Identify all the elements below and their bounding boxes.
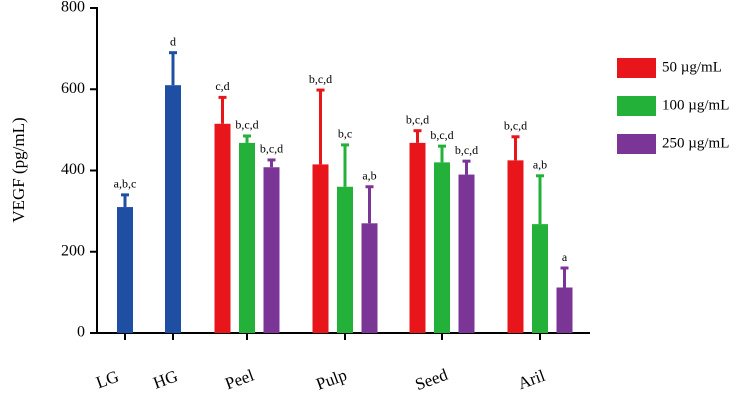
annotation: a,b,c: [114, 177, 137, 191]
bar: [214, 123, 231, 333]
y-tick-label: 600: [61, 80, 85, 97]
x-tick-label: Peel: [222, 365, 256, 393]
annotation: a: [562, 250, 568, 264]
y-axis-label: VEGF (pg/mL): [9, 117, 28, 222]
legend-label: 50 µg/mL: [662, 59, 722, 75]
y-tick-label: 400: [61, 161, 85, 178]
annotation: b,c,d: [455, 143, 478, 157]
legend-swatch: [617, 96, 656, 116]
bar: [239, 142, 255, 333]
annotation: b,c,d: [309, 72, 332, 86]
annotation: d: [170, 34, 176, 48]
bar: [312, 164, 329, 333]
x-tick-label: Seed: [413, 365, 451, 394]
annotation: b,c,d: [430, 128, 453, 142]
y-tick-label: 800: [61, 0, 85, 16]
bar: [556, 287, 573, 333]
bar: [117, 207, 133, 333]
y-tick-label: 0: [77, 324, 85, 341]
legend-swatch: [617, 134, 656, 154]
legend-label: 250 µg/mL: [662, 135, 729, 151]
legend-swatch: [617, 58, 656, 78]
bar: [532, 224, 548, 333]
annotation: b,c,d: [406, 112, 429, 126]
bar: [165, 85, 181, 333]
x-tick-label: HG: [151, 366, 181, 392]
bar: [337, 186, 353, 333]
annotation: c,d: [215, 79, 229, 93]
bar: [409, 142, 426, 333]
annotation: b,c,d: [260, 142, 283, 156]
bar: [458, 174, 475, 333]
bar: [507, 160, 524, 333]
annotation: b,c,d: [235, 118, 258, 132]
x-tick-label: Aril: [515, 366, 547, 393]
bar: [263, 167, 280, 333]
bar: [361, 223, 378, 333]
annotation: b,c,d: [504, 119, 527, 133]
annotation: a,b: [533, 158, 547, 172]
bar: [434, 162, 450, 333]
legend-label: 100 µg/mL: [662, 97, 729, 113]
x-tick-label: Pulp: [314, 365, 350, 394]
annotation: b,c: [338, 127, 352, 141]
x-tick-label: LG: [94, 367, 122, 393]
y-tick-label: 200: [61, 242, 85, 259]
annotation: a,b: [362, 169, 376, 183]
